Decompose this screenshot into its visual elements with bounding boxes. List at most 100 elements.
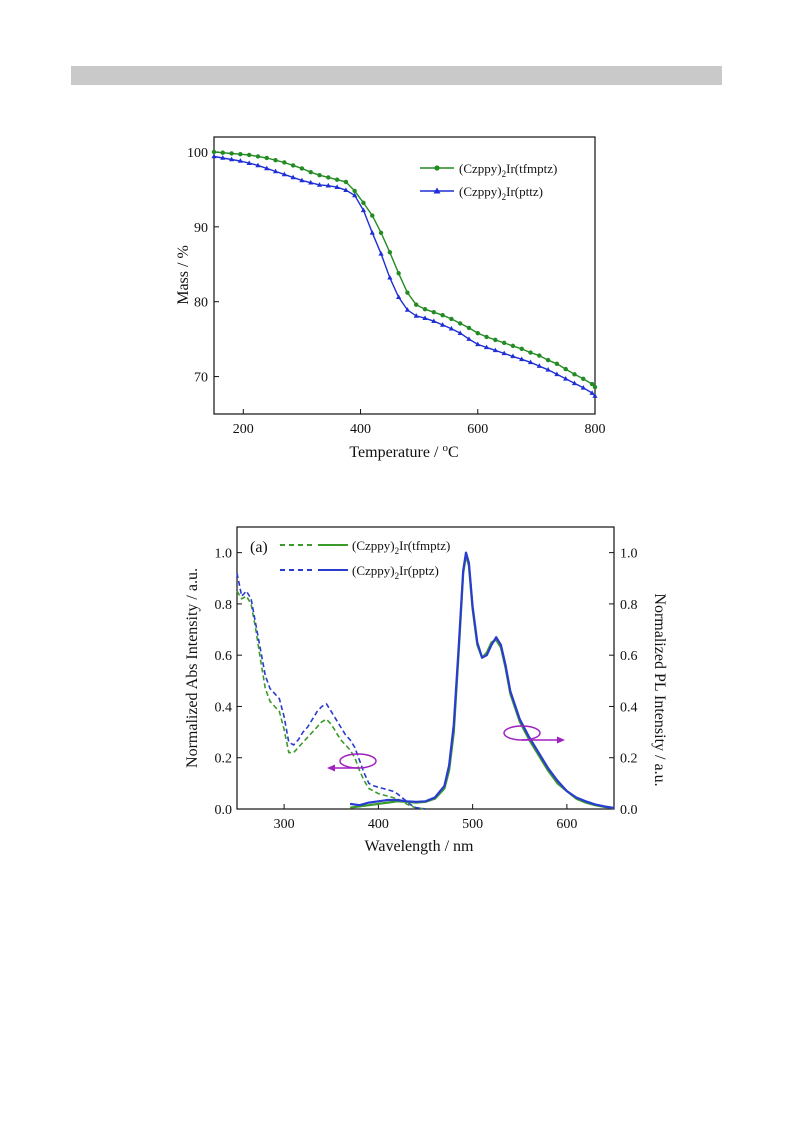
tga-data-point: [387, 250, 393, 255]
spectra-y2-tick-label: 1.0: [620, 547, 638, 562]
tga-data-point: [334, 177, 340, 182]
tga-data-point: [246, 160, 252, 166]
tga-data-point: [281, 171, 287, 177]
tga-data-point: [440, 322, 446, 327]
tga-data-point: [492, 347, 498, 353]
tga-data-point: [589, 390, 595, 395]
tga-data-point: [325, 182, 331, 188]
tga-data-point: [519, 346, 524, 352]
tga-data-point: [404, 307, 411, 312]
tga-legend-marker-tfmptz: [434, 165, 440, 171]
tga-legend-marker-pttz: [433, 187, 441, 194]
tga-data-point: [581, 376, 586, 382]
tga-data-point: [484, 334, 489, 340]
tga-legend: (Czppy)2Ir(tfmptz) (Czppy)2Ir(pttz): [420, 161, 557, 202]
tga-data-point: [228, 156, 235, 162]
spectra-y-tick-label: 0.2: [215, 752, 233, 767]
spectra-panel-label: (a): [250, 539, 268, 556]
tga-data-point: [449, 316, 454, 322]
spectra-y-tick-label: 0.6: [215, 649, 233, 664]
tga-data-point: [510, 353, 516, 359]
spectra-x-tick-label: 400: [368, 817, 389, 832]
tga-data-point: [352, 192, 358, 198]
pl-axis-indicator: [503, 725, 565, 744]
tga-data-point: [457, 321, 463, 326]
tga-data-point: [237, 158, 243, 163]
tga-x-tick-label: 200: [233, 422, 254, 437]
tga-x-tick-label: 800: [585, 422, 606, 437]
tga-data-point: [308, 179, 314, 185]
tga-data-point: [211, 149, 217, 155]
tga-data-point: [466, 336, 472, 341]
tga-data-point: [290, 174, 296, 180]
tga-data-point: [220, 155, 226, 160]
tga-data-point: [264, 155, 269, 161]
spectra-y2-axis-label: Normalized PL Intensity / a.u.: [651, 593, 668, 786]
tga-x-axis-label: Temperature / oC: [349, 442, 458, 461]
spectra-chart: 300 400 500 600 0.0 0.0 0.2 0.2 0.4 0.4 0.6 0.6 0.8 0…: [184, 526, 668, 855]
spectra-legend-label-pptz: (Czppy)2Ir(pptz): [352, 563, 439, 581]
tga-data-point: [448, 325, 454, 331]
tga-data-point: [563, 376, 569, 381]
tga-legend-label-pttz: (Czppy)2Ir(pttz): [459, 184, 543, 202]
tga-chart: 200 400 600 800 70 80 90 100 Temperature / oC M…: [175, 136, 606, 461]
tga-data-point: [387, 274, 393, 280]
tga-data-point: [545, 357, 551, 363]
tga-data-point: [343, 187, 349, 192]
tga-data-point: [554, 371, 560, 377]
tga-data-point: [466, 325, 472, 331]
tga-data-point: [475, 330, 480, 336]
spectra-legend-label-tfmptz: (Czppy)2Ir(tfmptz): [352, 538, 450, 556]
tga-data-point: [317, 172, 322, 178]
header-bar: [71, 66, 722, 85]
tga-data-point: [229, 151, 234, 156]
tga-data-point: [220, 150, 225, 155]
tga-data-point: [211, 153, 217, 159]
tga-data-point: [238, 152, 243, 157]
tga-data-point: [414, 302, 419, 307]
tga-data-point: [396, 294, 402, 300]
tga-data-point: [592, 384, 598, 390]
tga-data-point: [264, 165, 270, 171]
abs-indicator-ellipse: [339, 753, 377, 769]
spectra-y-tick-label: 0.0: [215, 803, 233, 818]
tga-data-point: [536, 363, 542, 368]
tga-data-point: [554, 361, 560, 367]
abs-axis-indicator: [327, 753, 377, 772]
tga-data-point: [273, 158, 278, 163]
tga-data-point: [326, 175, 331, 180]
tga-data-point: [572, 372, 577, 377]
tga-data-point: [255, 162, 261, 168]
tga-data-point: [519, 356, 525, 362]
spectra-y2-tick-label: 0.6: [620, 649, 638, 664]
tga-data-point: [475, 341, 481, 347]
tga-data-point: [405, 290, 410, 295]
spectra-pl-series-3: [349, 551, 615, 810]
tga-data-point: [299, 166, 305, 171]
tga-data-point: [527, 359, 534, 365]
spectra-abs-series-1: [236, 572, 426, 810]
tga-data-point: [545, 367, 551, 372]
spectra-x-tick-label: 300: [274, 817, 295, 832]
spectra-y2-tick-label: 0.8: [620, 598, 638, 613]
tga-data-point: [282, 160, 287, 165]
tga-data-point: [563, 366, 568, 372]
tga-data-point: [316, 182, 323, 187]
tga-data-point: [299, 177, 305, 183]
tga-legend-label-tfmptz: (Czppy)2Ir(tfmptz): [459, 161, 557, 179]
spectra-y-tick-label: 0.8: [215, 598, 233, 613]
tga-data-point: [369, 230, 375, 235]
tga-data-point: [422, 306, 428, 312]
tga-y-tick-label: 100: [187, 146, 208, 161]
spectra-y-tick-label: 0.4: [215, 700, 233, 715]
tga-data-point: [528, 350, 533, 355]
tga-x-tick-label: 400: [350, 422, 371, 437]
spectra-abs-series-0: [236, 590, 426, 810]
tga-data-point: [343, 179, 349, 185]
spectra-y-axis-label: Normalized Abs Intensity / a.u.: [184, 568, 201, 768]
tga-data-point: [431, 318, 437, 323]
spectra-x-tick-label: 500: [462, 817, 483, 832]
tga-data-point: [272, 168, 279, 174]
tga-y-tick-label: 70: [194, 371, 208, 386]
